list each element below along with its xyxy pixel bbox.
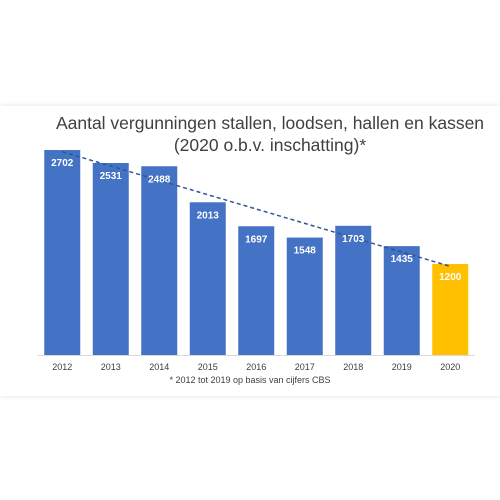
bar-2017 — [286, 237, 323, 355]
x-tick-2016: 2016 — [246, 362, 266, 372]
bar-2019 — [383, 246, 420, 355]
x-tick-2012: 2012 — [52, 362, 72, 372]
data-label-2012: 2702 — [51, 158, 74, 169]
bar-2014 — [141, 166, 178, 355]
bar-series — [44, 150, 469, 355]
x-tick-2018: 2018 — [343, 362, 363, 372]
bar-2015 — [189, 202, 226, 355]
x-tick-2014: 2014 — [149, 362, 169, 372]
x-tick-2019: 2019 — [392, 362, 412, 372]
chart-title-line-1: Aantal vergunningen stallen, loodsen, ha… — [55, 113, 485, 133]
x-tick-2020: 2020 — [440, 362, 460, 372]
chart-title-line-2: (2020 o.b.v. inschatting)* — [173, 135, 367, 155]
data-label-2019: 1435 — [391, 254, 414, 265]
chart-title: Aantal vergunningen stallen, loodsen, ha… — [40, 112, 500, 156]
bar-2016 — [238, 226, 275, 355]
data-label-2014: 2488 — [148, 174, 171, 185]
x-axis-tick-labels: 2012 2013 2014 2015 2016 2017 2018 2019 2020 — [52, 362, 460, 372]
x-tick-2015: 2015 — [198, 362, 218, 372]
data-label-2013: 2531 — [100, 171, 123, 182]
bar-2018 — [335, 225, 372, 355]
footnote: * 2012 tot 2019 op basis van cijfers CBS — [169, 375, 331, 385]
data-labels: 2702 2531 2488 2013 1697 1548 1703 1435 1200 — [51, 158, 462, 283]
trendline — [62, 151, 451, 268]
data-label-2017: 1548 — [294, 246, 317, 257]
data-label-2020: 1200 — [439, 272, 462, 283]
x-tick-2017: 2017 — [295, 362, 315, 372]
bar-2012 — [44, 150, 81, 355]
bar-2013 — [92, 162, 129, 355]
trendline-line — [62, 151, 451, 268]
data-label-2016: 1697 — [245, 234, 268, 245]
x-tick-2013: 2013 — [101, 362, 121, 372]
data-label-2015: 2013 — [197, 210, 220, 221]
data-label-2018: 1703 — [342, 234, 365, 245]
bar-2020 — [432, 263, 469, 355]
